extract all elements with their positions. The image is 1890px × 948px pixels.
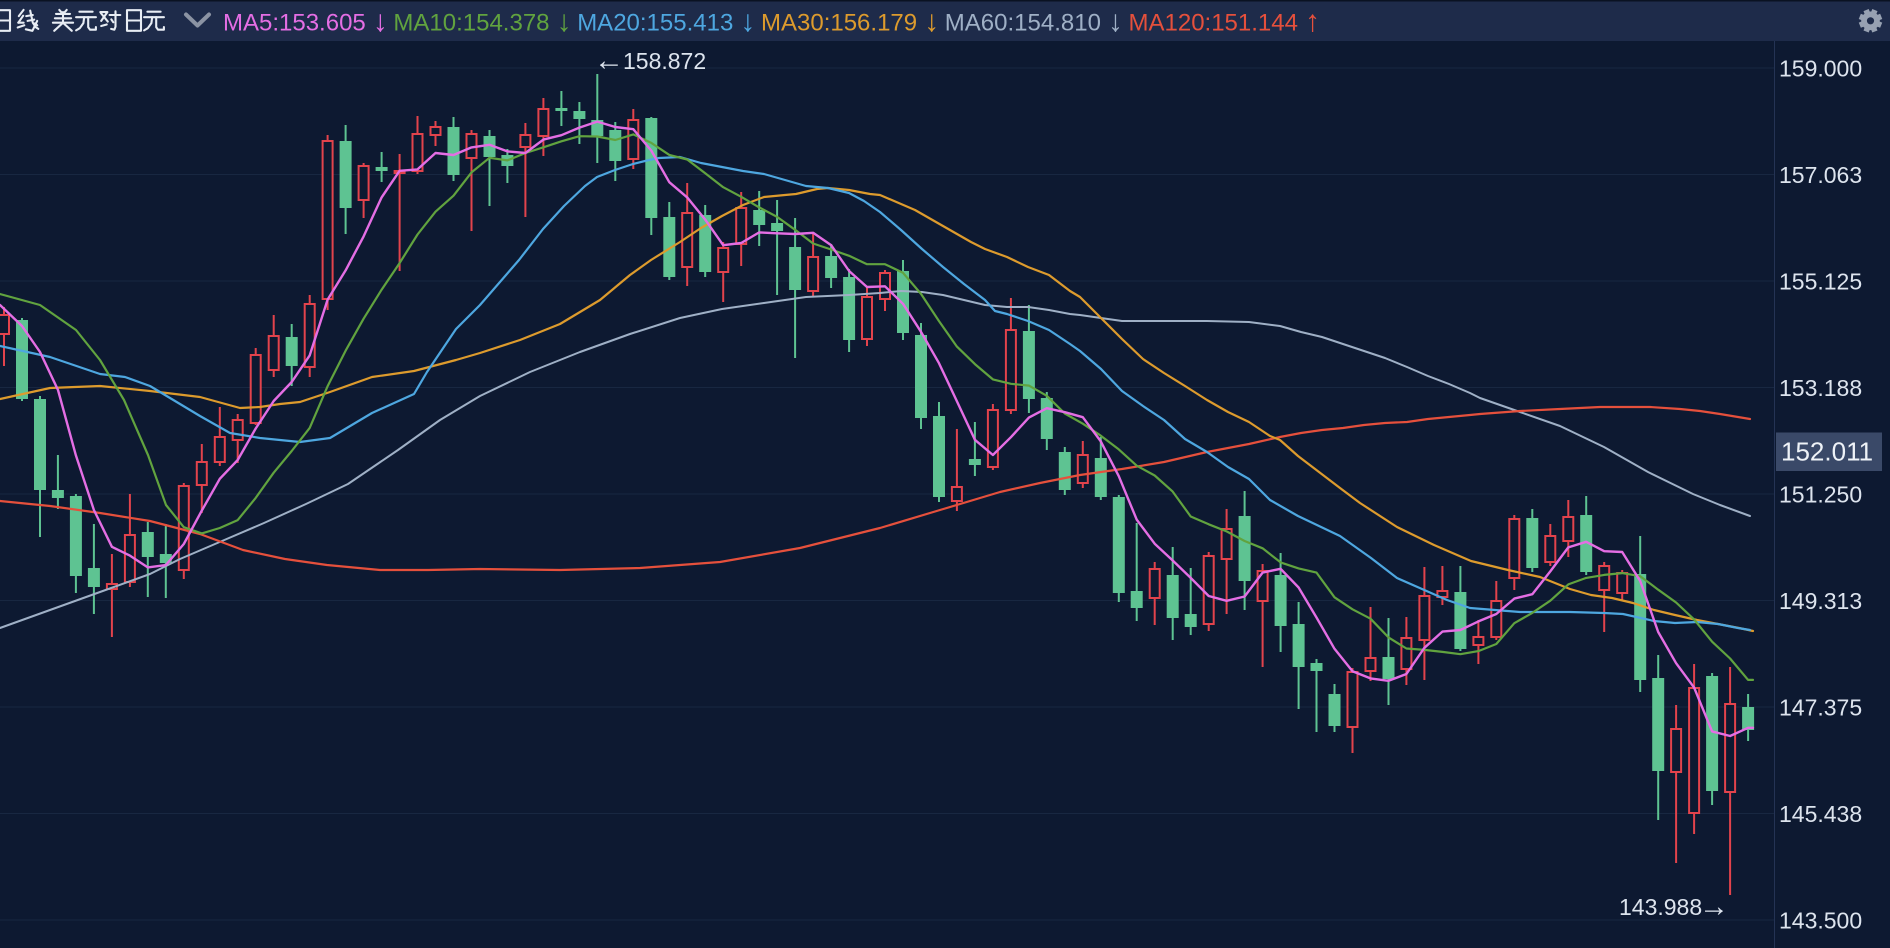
svg-text:MA30:156.179: MA30:156.179 (761, 10, 917, 37)
svg-text:MA5:153.605: MA5:153.605 (223, 10, 366, 37)
svg-text:145.438: 145.438 (1779, 801, 1862, 827)
svg-text:149.313: 149.313 (1779, 588, 1862, 614)
svg-text:152.011: 152.011 (1781, 437, 1873, 467)
svg-text:MA60:154.810: MA60:154.810 (945, 10, 1101, 37)
svg-text:155.125: 155.125 (1779, 268, 1862, 294)
svg-text:MA120:151.144: MA120:151.144 (1129, 10, 1298, 37)
svg-text:158.872: 158.872 (623, 48, 706, 74)
svg-text:↑: ↑ (1305, 5, 1320, 38)
svg-text:151.250: 151.250 (1779, 481, 1862, 507)
svg-text:147.375: 147.375 (1779, 694, 1862, 720)
svg-text:↓: ↓ (557, 5, 572, 38)
svg-text:143.500: 143.500 (1779, 907, 1862, 933)
svg-text:↓: ↓ (740, 5, 755, 38)
svg-text:MA20:155.413: MA20:155.413 (577, 10, 733, 37)
svg-text:↓: ↓ (373, 5, 388, 38)
svg-text:↓: ↓ (1108, 5, 1123, 38)
svg-text:159.000: 159.000 (1779, 55, 1862, 81)
svg-text:←: ← (594, 44, 624, 77)
svg-text:↓: ↓ (924, 5, 939, 38)
svg-text:MA10:154.378: MA10:154.378 (393, 10, 549, 37)
svg-text:→: → (1699, 890, 1729, 923)
svg-text:153.188: 153.188 (1779, 375, 1862, 401)
svg-text:143.988: 143.988 (1619, 894, 1702, 920)
svg-text:157.063: 157.063 (1779, 162, 1862, 188)
